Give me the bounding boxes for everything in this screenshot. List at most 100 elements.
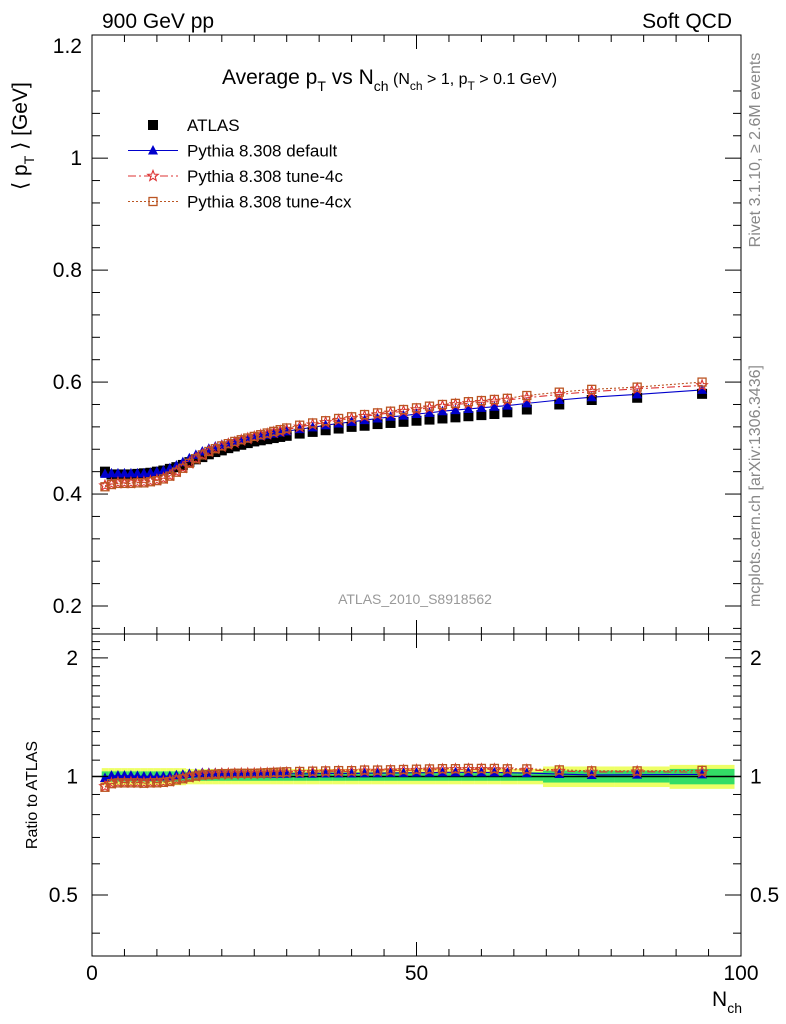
series-1-ratio-point — [106, 770, 117, 780]
series-0-point — [294, 428, 305, 439]
analysis-label: ATLAS_2010_S8918562 — [338, 591, 492, 607]
series-1-point — [554, 394, 565, 404]
series-3-ratio-point — [230, 768, 240, 778]
series-3-ratio-point — [158, 777, 169, 788]
series-1-point — [489, 401, 500, 411]
series-3-point — [158, 474, 169, 484]
series-3-ratio-point — [236, 768, 246, 778]
series-0-point — [262, 434, 273, 445]
series-3-ratio-point — [522, 764, 532, 774]
series-3-ratio-point — [372, 765, 383, 775]
series-3-point — [152, 475, 162, 486]
series-3-point — [697, 377, 707, 387]
series-3-point — [424, 401, 435, 411]
series-3-point — [249, 431, 259, 442]
legend: ATLAS Pythia 8.308 default Pythia 8.308 tu… — [128, 116, 352, 212]
series-0-point — [463, 411, 474, 422]
series-3-ratio-point — [437, 763, 448, 774]
series-3-ratio-point — [295, 766, 305, 777]
y-tick-label: 0.8 — [53, 259, 82, 282]
legend-marker-1 — [148, 145, 158, 155]
series-3-point — [411, 403, 422, 413]
series-3-point — [295, 420, 305, 430]
series-3-ratio-point — [132, 778, 143, 788]
series-3-ratio-point — [476, 763, 487, 774]
legend-label-0: ATLAS — [187, 116, 240, 135]
series-0-point — [190, 454, 201, 465]
y-tick-label: 0.2 — [53, 595, 82, 618]
series-1-ratio-point — [132, 770, 143, 781]
series-3-point — [126, 478, 136, 489]
series-3-ratio-point — [106, 779, 117, 789]
series-3-ratio-point — [249, 768, 259, 779]
ratio-tick-label-right: 1 — [750, 765, 762, 788]
series-3-ratio-point — [262, 768, 272, 778]
series-3-ratio-point — [385, 765, 396, 775]
series-0-point — [320, 425, 331, 436]
series-3-ratio-point — [223, 768, 233, 779]
series-3-ratio-point — [489, 763, 500, 774]
series-0-point — [307, 426, 318, 437]
ratio-tick-label-left: 1 — [66, 765, 78, 788]
series-0-point — [242, 438, 253, 449]
series-0-point — [411, 415, 422, 426]
series-3-point — [178, 463, 188, 473]
y-tick-label: 1 — [70, 147, 82, 170]
legend-label-2: Pythia 8.308 tune-4c — [187, 167, 343, 186]
x-tick-label: 100 — [723, 962, 758, 985]
series-3-point — [398, 404, 409, 415]
series-3-ratio-point — [502, 764, 513, 774]
series-0-point — [333, 423, 344, 434]
series-0-point — [521, 404, 532, 415]
series-3-point — [632, 382, 642, 392]
series-1-ratio-point — [119, 770, 130, 780]
ratio-tick-label-left: 2 — [66, 647, 78, 670]
collision-label: 900 GeV pp — [102, 10, 214, 33]
series-0-point — [359, 420, 370, 431]
x-tick-label: 50 — [405, 962, 428, 985]
ratio-panel — [92, 762, 741, 793]
chart-title: Average pT vs Nch (Nch > 1, pT > 0.1 GeV… — [222, 66, 557, 94]
series-3-point — [262, 428, 272, 438]
series-3-point — [210, 444, 220, 454]
series-3-ratio-point — [308, 766, 318, 776]
x-tick-label: 0 — [86, 962, 98, 985]
series-3-point — [217, 441, 227, 451]
series-1-point — [119, 467, 130, 478]
series-3-point — [230, 436, 240, 447]
series-3-ratio-point — [463, 763, 474, 774]
series-1-point — [372, 412, 383, 423]
series-3-point — [204, 446, 214, 457]
series-1-point — [476, 402, 487, 412]
series-3-ratio-point — [398, 764, 409, 775]
ratio-frame — [91, 633, 742, 957]
series-0-point — [385, 417, 396, 428]
series-3-point — [132, 478, 143, 488]
series-1-point — [398, 410, 409, 420]
series-3-ratio-point — [346, 765, 357, 776]
x-axis-label: Nch — [712, 988, 742, 1016]
y-tick-label: 0.6 — [53, 371, 82, 394]
series-1-point — [411, 408, 422, 418]
series-3-point — [282, 423, 292, 433]
series-3-ratio-point — [269, 767, 279, 778]
series-3-ratio-point — [204, 769, 214, 780]
y-tick-label: 1.2 — [53, 35, 82, 58]
series-3-ratio-point — [113, 778, 123, 788]
series-3-ratio-point — [424, 764, 435, 774]
series-1-ratio-point — [125, 770, 136, 780]
series-1-point — [112, 467, 123, 478]
series-3-ratio-point — [333, 765, 344, 776]
series-3-ratio-point — [450, 764, 461, 774]
series-1-point — [437, 405, 448, 416]
y-axis-label: ⟨ pT ⟩ [GeV] — [9, 82, 37, 190]
series-1-ratio-point — [138, 770, 149, 781]
series-0-point — [275, 431, 286, 442]
series-3-point — [437, 399, 448, 410]
legend-label-1: Pythia 8.308 default — [187, 142, 338, 161]
series-3-point — [463, 397, 474, 407]
series-3-point — [502, 393, 513, 403]
series-1-point — [132, 467, 143, 478]
series-3-line — [104, 381, 703, 488]
series-3-point — [243, 433, 253, 443]
